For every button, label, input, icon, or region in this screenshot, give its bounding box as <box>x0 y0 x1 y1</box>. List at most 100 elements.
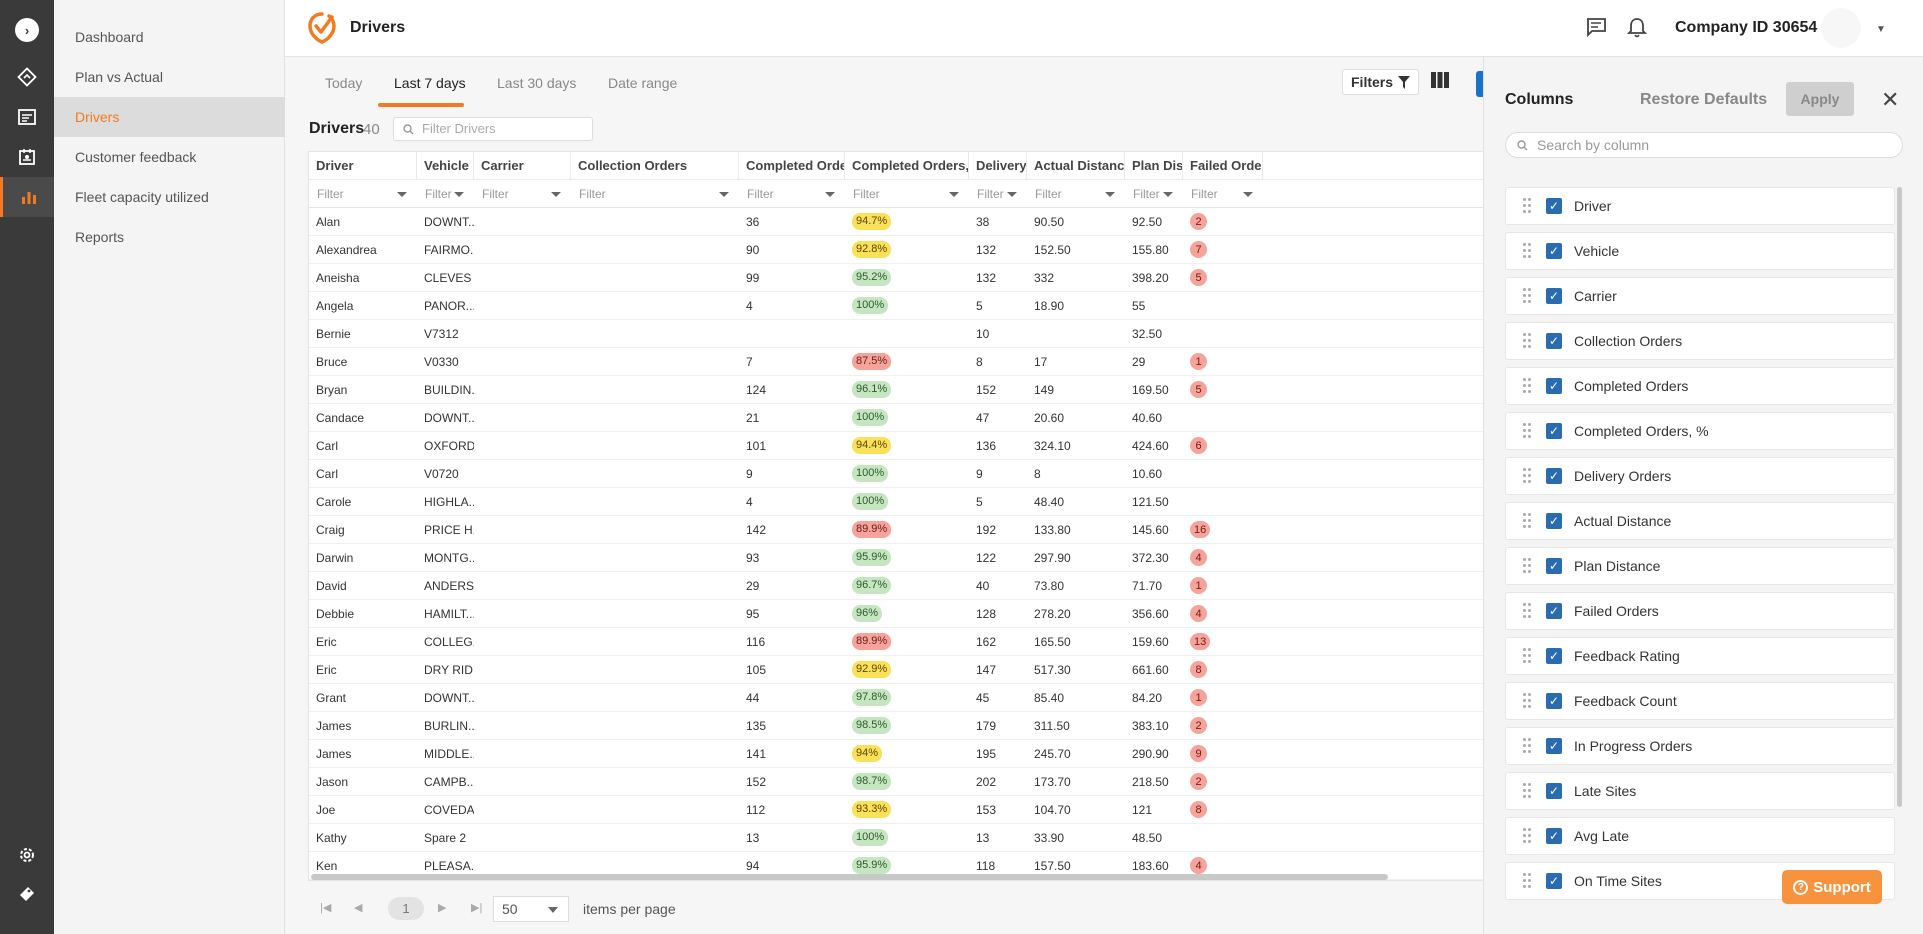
chevron-down-icon[interactable] <box>825 192 835 197</box>
nav-item-customer-feedback[interactable]: Customer feedback <box>75 149 197 165</box>
column-filter[interactable]: Filter <box>969 180 1027 207</box>
column-item[interactable]: ✓ Actual Distance <box>1505 502 1895 540</box>
table-row[interactable]: Ken PLEASA... 94 95.9% 118 157.50 183.60 4 <box>309 852 1483 880</box>
column-item[interactable]: ✓ Plan Distance <box>1505 547 1895 585</box>
next-page-icon[interactable]: ▶ <box>438 902 447 914</box>
checkbox-checked[interactable]: ✓ <box>1546 243 1562 259</box>
tab-last-7-days[interactable]: Last 7 days <box>394 75 466 91</box>
horizontal-scrollbar[interactable] <box>311 874 1388 880</box>
column-filter[interactable]: Filter <box>1027 180 1125 207</box>
table-row[interactable]: Kathy Spare 2 13 100% 13 33.90 48.50 <box>309 824 1483 852</box>
chevron-down-icon[interactable] <box>551 192 561 197</box>
message-icon[interactable] <box>1585 17 1607 42</box>
table-row[interactable]: Eric DRY RID... 105 92.9% 147 517.30 661.60 8 <box>309 656 1483 684</box>
drag-handle-icon[interactable] <box>1523 423 1531 439</box>
rail-calendar[interactable] <box>0 137 54 177</box>
rail-reports[interactable] <box>0 177 54 217</box>
nav-item-dashboard[interactable]: Dashboard <box>75 29 144 45</box>
checkbox-checked[interactable]: ✓ <box>1546 513 1562 529</box>
checkbox-checked[interactable]: ✓ <box>1546 873 1562 889</box>
column-filter[interactable]: Filter <box>417 180 474 207</box>
column-header[interactable]: Plan Dis... <box>1125 152 1183 179</box>
filter-input[interactable]: Filter <box>969 180 1027 207</box>
chevron-down-icon[interactable] <box>719 192 729 197</box>
checkbox-checked[interactable]: ✓ <box>1546 693 1562 709</box>
nav-item-drivers[interactable]: Drivers <box>54 97 285 137</box>
column-item[interactable]: ✓ Avg Late <box>1505 817 1895 855</box>
column-header[interactable]: Completed Orders <box>739 152 845 179</box>
drag-handle-icon[interactable] <box>1523 513 1531 529</box>
prev-page-icon[interactable]: ◀ <box>354 902 363 914</box>
table-row[interactable]: Candace DOWNT... 21 100% 47 20.60 40.60 <box>309 404 1483 432</box>
table-row[interactable]: Joe COVEDA... 112 93.3% 153 104.70 121 8 <box>309 796 1483 824</box>
filter-input[interactable]: Filter <box>739 180 845 207</box>
column-item[interactable]: ✓ Feedback Rating <box>1505 637 1895 675</box>
column-item[interactable]: ✓ Completed Orders <box>1505 367 1895 405</box>
table-row[interactable]: Angela PANOR... 4 100% 5 18.90 55 <box>309 292 1483 320</box>
restore-defaults-button[interactable]: Restore Defaults <box>1640 91 1768 108</box>
column-filter[interactable]: Filter <box>1125 180 1183 207</box>
column-filter[interactable]: Filter <box>309 180 417 207</box>
vertical-scrollbar[interactable] <box>1897 187 1902 807</box>
checkbox-checked[interactable]: ✓ <box>1546 468 1562 484</box>
checkbox-checked[interactable]: ✓ <box>1546 333 1562 349</box>
tab-date-range[interactable]: Date range <box>608 75 678 91</box>
checkbox-checked[interactable]: ✓ <box>1546 738 1562 754</box>
last-page-icon[interactable]: ▶| <box>471 902 483 914</box>
rail-tag[interactable] <box>0 874 54 914</box>
drag-handle-icon[interactable] <box>1523 828 1531 844</box>
column-filter[interactable]: Filter <box>1183 180 1263 207</box>
filter-input[interactable]: Filter <box>1027 180 1125 207</box>
bell-icon[interactable] <box>1626 17 1648 44</box>
chevron-down-icon[interactable]: ▼ <box>1876 24 1886 35</box>
table-row[interactable]: Bryan BUILDIN... 124 96.1% 152 149 169.50 5 <box>309 376 1483 404</box>
checkbox-checked[interactable]: ✓ <box>1546 603 1562 619</box>
rail-settings[interactable] <box>0 835 54 875</box>
checkbox-checked[interactable]: ✓ <box>1546 828 1562 844</box>
table-row[interactable]: David ANDERS... 29 96.7% 40 73.80 71.70 1 <box>309 572 1483 600</box>
drag-handle-icon[interactable] <box>1523 738 1531 754</box>
close-icon[interactable]: ✕ <box>1881 87 1900 112</box>
column-header[interactable]: Completed Orders, % <box>845 152 969 179</box>
checkbox-checked[interactable]: ✓ <box>1546 423 1562 439</box>
table-row[interactable]: Grant DOWNT... 44 97.8% 45 85.40 84.20 1 <box>309 684 1483 712</box>
support-button[interactable]: ? Support <box>1782 870 1882 904</box>
column-filter[interactable]: Filter <box>474 180 571 207</box>
table-row[interactable]: Bruce V0330 7 87.5% 8 17 29 1 <box>309 348 1483 376</box>
company-id[interactable]: Company ID 30654 <box>1675 19 1818 36</box>
column-item[interactable]: ✓ Collection Orders <box>1505 322 1895 360</box>
chevron-down-icon[interactable] <box>454 192 464 197</box>
expand-menu-button[interactable]: › <box>0 10 54 50</box>
filter-input[interactable]: Filter <box>474 180 571 207</box>
avatar[interactable] <box>1821 8 1861 48</box>
filter-input[interactable]: Filter <box>1183 180 1263 207</box>
column-item[interactable]: ✓ In Progress Orders <box>1505 727 1895 765</box>
table-row[interactable]: Carl V0720 9 100% 9 8 10.60 <box>309 460 1483 488</box>
filter-input[interactable]: Filter <box>1125 180 1183 207</box>
column-item[interactable]: ✓ Delivery Orders <box>1505 457 1895 495</box>
drag-handle-icon[interactable] <box>1523 288 1531 304</box>
columns-toggle-icon[interactable] <box>1431 72 1449 93</box>
rail-routes[interactable] <box>0 57 54 97</box>
nav-item-fleet-capacity[interactable]: Fleet capacity utilized <box>75 189 209 205</box>
column-item[interactable]: ✓ Feedback Count <box>1505 682 1895 720</box>
column-filter[interactable]: Filter <box>739 180 845 207</box>
column-filter[interactable]: Filter <box>571 180 739 207</box>
table-row[interactable]: James BURLIN... 135 98.5% 179 311.50 383.10 2 <box>309 712 1483 740</box>
column-item[interactable]: ✓ Failed Orders <box>1505 592 1895 630</box>
filters-button[interactable]: Filters <box>1342 69 1420 95</box>
column-filter[interactable]: Filter <box>845 180 969 207</box>
drag-handle-icon[interactable] <box>1523 243 1531 259</box>
column-item[interactable]: ✓ Late Sites <box>1505 772 1895 810</box>
filter-input[interactable]: Filter <box>571 180 739 207</box>
checkbox-checked[interactable]: ✓ <box>1546 288 1562 304</box>
drag-handle-icon[interactable] <box>1523 198 1531 214</box>
drag-handle-icon[interactable] <box>1523 783 1531 799</box>
drag-handle-icon[interactable] <box>1523 333 1531 349</box>
table-row[interactable]: Aneisha CLEVES 99 95.2% 132 332 398.20 5 <box>309 264 1483 292</box>
apply-button[interactable]: Apply <box>1786 82 1854 116</box>
table-row[interactable]: Carole HIGHLA... 4 100% 5 48.40 121.50 <box>309 488 1483 516</box>
drag-handle-icon[interactable] <box>1523 468 1531 484</box>
checkbox-checked[interactable]: ✓ <box>1546 378 1562 394</box>
column-header[interactable]: Failed Orders <box>1183 152 1263 179</box>
